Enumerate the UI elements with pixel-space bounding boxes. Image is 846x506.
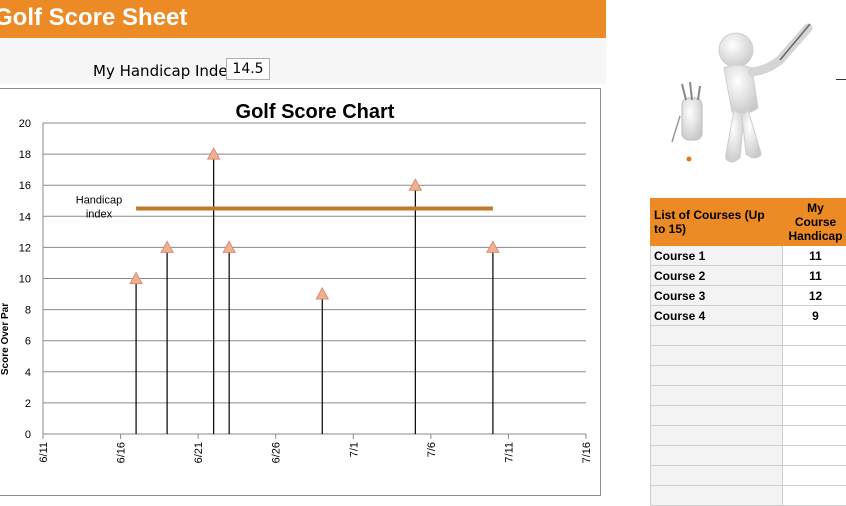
course-list-table: List of Courses (Up to 15) My Course Han… xyxy=(650,198,846,506)
sheet-title: Golf Score Sheet xyxy=(0,4,187,32)
course-handicap-cell[interactable] xyxy=(783,426,846,446)
y-tick-label: 18 xyxy=(19,149,31,161)
score-marker xyxy=(316,288,328,299)
x-tick-label: 6/26 xyxy=(271,442,283,463)
course-handicap-cell[interactable]: 9 xyxy=(783,306,846,326)
chart-gridlines xyxy=(43,123,586,434)
course-handicap-cell[interactable] xyxy=(783,466,846,486)
handicap-row xyxy=(0,38,606,84)
y-tick-label: 6 xyxy=(25,336,31,348)
x-tick-label: 7/1 xyxy=(348,442,360,457)
y-tick-label: 4 xyxy=(25,367,31,379)
golf-score-chart[interactable]: 0 2 4 6 8 10 12 14 16 18 20 6/11 6/16 6/21 6/26 7/1 7/6… xyxy=(0,88,601,496)
course-name-cell[interactable] xyxy=(651,386,783,406)
course-name-cell[interactable] xyxy=(651,426,783,446)
y-tick-label: 2 xyxy=(25,398,31,410)
y-axis-ticks: 0 2 4 6 8 10 12 14 16 18 20 xyxy=(19,118,31,441)
course-row xyxy=(651,446,846,466)
course-handicap-cell[interactable] xyxy=(783,326,846,346)
chart-svg: 0 2 4 6 8 10 12 14 16 18 20 6/11 6/16 6/21 6/26 7/1 7/6… xyxy=(0,89,602,497)
course-name-cell[interactable] xyxy=(651,486,783,506)
score-markers xyxy=(130,148,499,299)
course-row xyxy=(651,466,846,486)
course-handicap-cell[interactable]: 11 xyxy=(783,246,846,266)
course-handicap-cell[interactable] xyxy=(783,406,846,426)
y-tick-label: 8 xyxy=(25,305,31,317)
course-name-cell[interactable] xyxy=(651,326,783,346)
x-tick-label: 7/16 xyxy=(581,442,593,463)
course-handicap-cell[interactable] xyxy=(783,486,846,506)
chart-title: Golf Score Chart xyxy=(236,101,395,123)
y-tick-label: 10 xyxy=(19,274,31,286)
y-tick-label: 16 xyxy=(19,180,31,192)
course-row xyxy=(651,386,846,406)
handicap-label: My Handicap Index: xyxy=(93,62,241,80)
y-tick-label: 14 xyxy=(19,211,31,223)
course-row xyxy=(651,406,846,426)
x-tick-label: 6/16 xyxy=(116,442,128,463)
y-tick-label: 0 xyxy=(25,429,31,441)
y-tick-label: 12 xyxy=(19,242,31,254)
course-handicap-cell[interactable]: 11 xyxy=(783,266,846,286)
course-handicap-cell[interactable] xyxy=(783,446,846,466)
course-name-cell[interactable] xyxy=(651,446,783,466)
course-name-cell[interactable]: Course 1 xyxy=(651,246,783,266)
course-row xyxy=(651,326,846,346)
course-handicap-cell[interactable] xyxy=(783,346,846,366)
course-name-cell[interactable]: Course 4 xyxy=(651,306,783,326)
course-handicap-header: My Course Handicap xyxy=(783,199,846,246)
course-name-cell[interactable] xyxy=(651,366,783,386)
title-banner: Golf Score Sheet xyxy=(0,0,606,38)
course-name-cell[interactable] xyxy=(651,406,783,426)
handicap-index-cell[interactable]: 14.5 xyxy=(226,58,270,80)
cell-border-fragment xyxy=(836,79,846,80)
course-name-cell[interactable] xyxy=(651,466,783,486)
y-tick-label: 20 xyxy=(19,118,31,130)
x-tick-label: 6/11 xyxy=(38,442,50,463)
course-row xyxy=(651,486,846,506)
x-tick-label: 6/21 xyxy=(193,442,205,463)
course-name-cell[interactable] xyxy=(651,346,783,366)
x-axis-ticks: 6/11 6/16 6/21 6/26 7/1 7/6 7/11 7/16 xyxy=(38,434,593,463)
course-handicap-cell[interactable]: 12 xyxy=(783,286,846,306)
course-name-cell[interactable]: Course 3 xyxy=(651,286,783,306)
y-axis-label: Score Over Par xyxy=(0,303,11,375)
score-stems xyxy=(136,154,493,434)
course-row xyxy=(651,346,846,366)
course-handicap-cell[interactable] xyxy=(783,366,846,386)
course-list-header: List of Courses (Up to 15) xyxy=(651,199,783,246)
course-row xyxy=(651,366,846,386)
course-handicap-cell[interactable] xyxy=(783,386,846,406)
x-tick-label: 7/11 xyxy=(503,442,515,463)
x-tick-label: 7/6 xyxy=(426,442,438,457)
course-row xyxy=(651,426,846,446)
golfer-figure-icon xyxy=(668,16,818,166)
course-name-cell[interactable]: Course 2 xyxy=(651,266,783,286)
